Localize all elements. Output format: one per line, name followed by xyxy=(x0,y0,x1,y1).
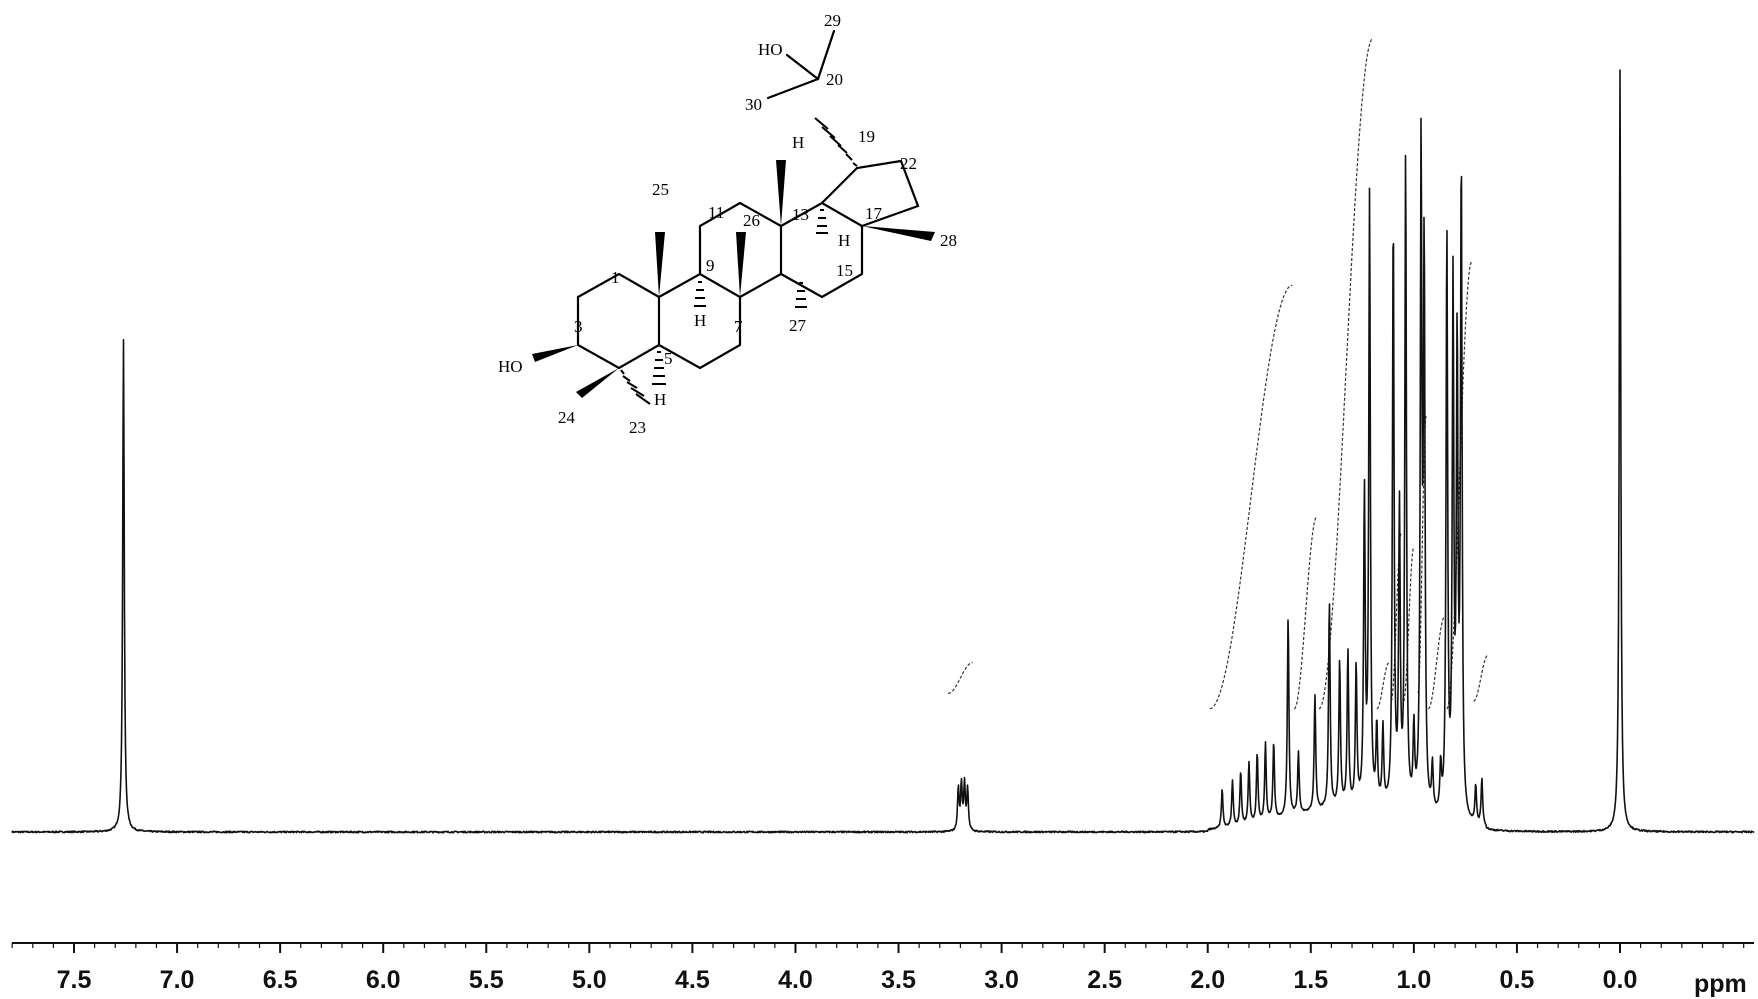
tick-label: 1.5 xyxy=(1293,966,1328,994)
label-c13: 13 xyxy=(792,205,809,224)
label-c20: 20 xyxy=(826,70,843,89)
label-c30: 30 xyxy=(745,95,762,114)
tick-label: 6.5 xyxy=(263,966,298,994)
label-c24: 24 xyxy=(558,408,576,427)
label-c7: 7 xyxy=(734,317,743,336)
label-c28: 28 xyxy=(940,231,957,250)
integral-curve xyxy=(1446,261,1473,710)
molecular-structure: HO 29 20 30 19 22 H 13 17 28 H 11 26 25 … xyxy=(498,11,957,437)
tick-label: 7.0 xyxy=(160,966,195,994)
tick-label: 2.5 xyxy=(1087,966,1122,994)
label-c11: 11 xyxy=(708,203,724,222)
axis-unit-label: ppm xyxy=(1694,970,1747,998)
ring-c xyxy=(698,201,783,299)
tick-label: 0.0 xyxy=(1603,966,1638,994)
ring-e xyxy=(820,159,920,228)
label-h13: H xyxy=(792,133,804,152)
tick-label: 5.5 xyxy=(469,966,504,994)
label-c19: 19 xyxy=(858,127,875,146)
integral-curve xyxy=(948,662,973,694)
tick-label: 4.5 xyxy=(675,966,710,994)
c25-wedge xyxy=(655,232,665,297)
label-c25: 25 xyxy=(652,180,669,199)
c19-c20-hash xyxy=(814,117,858,167)
ring-b xyxy=(657,272,742,370)
label-h18: H xyxy=(838,231,850,250)
integral-curve xyxy=(1390,531,1402,702)
label-c26: 26 xyxy=(743,211,760,230)
label-ho-top: HO xyxy=(758,40,783,59)
c20-oh-bond xyxy=(785,53,820,81)
label-c9: 9 xyxy=(706,256,715,275)
tick-label: 3.0 xyxy=(984,966,1019,994)
integral-curve xyxy=(1403,546,1415,702)
c20-c29-bond xyxy=(816,29,836,81)
h13-wedge xyxy=(776,160,786,226)
ring-d xyxy=(779,201,864,299)
tick-label: 0.5 xyxy=(1500,966,1535,994)
integral-curve xyxy=(1428,615,1445,710)
label-ho-left: HO xyxy=(498,357,523,376)
label-c23: 23 xyxy=(629,418,646,437)
tick-label: 3.5 xyxy=(881,966,916,994)
major-ticks: 7.5 7.0 6.5 6.0 5.5 5.0 4.5 4.0 3.5 3.0 2.5 2.0 1.5 1… xyxy=(57,943,1638,994)
label-c17: 17 xyxy=(865,204,883,223)
label-h9: H xyxy=(694,311,706,330)
label-c22: 22 xyxy=(900,154,917,173)
h9-hash xyxy=(694,281,706,307)
ppm-axis: 7.5 7.0 6.5 6.0 5.5 5.0 4.5 4.0 3.5 3.0 2.5 2.0 1.5 1… xyxy=(11,942,1754,998)
ring-a xyxy=(576,272,661,370)
tick-label: 1.0 xyxy=(1396,966,1431,994)
integral-curve xyxy=(1473,654,1489,702)
integral-curve xyxy=(1294,515,1318,710)
label-c1: 1 xyxy=(611,268,620,287)
tick-label: 2.0 xyxy=(1190,966,1225,994)
c26-wedge xyxy=(736,232,746,297)
c28-wedge xyxy=(862,226,935,241)
integral-curve xyxy=(1209,284,1293,710)
tick-label: 6.0 xyxy=(366,966,401,994)
h5-hash xyxy=(652,351,666,385)
integral-curve xyxy=(1376,662,1390,710)
label-c27: 27 xyxy=(789,316,807,335)
tick-label: 7.5 xyxy=(57,966,92,994)
h18-hash xyxy=(816,209,828,234)
label-c29: 29 xyxy=(824,11,841,30)
c27-hash xyxy=(795,282,807,308)
c20-c30-bond xyxy=(766,77,820,100)
c24-wedge xyxy=(576,368,619,398)
label-c5: 5 xyxy=(664,349,673,368)
tick-label: 4.0 xyxy=(778,966,813,994)
label-c15: 15 xyxy=(836,261,853,280)
tick-label: 5.0 xyxy=(572,966,607,994)
c23-hash xyxy=(620,369,651,405)
label-c3: 3 xyxy=(574,317,583,336)
label-h5: H xyxy=(654,390,666,409)
c3-oh-wedge xyxy=(532,345,578,362)
spectrum-trace xyxy=(11,69,1755,834)
